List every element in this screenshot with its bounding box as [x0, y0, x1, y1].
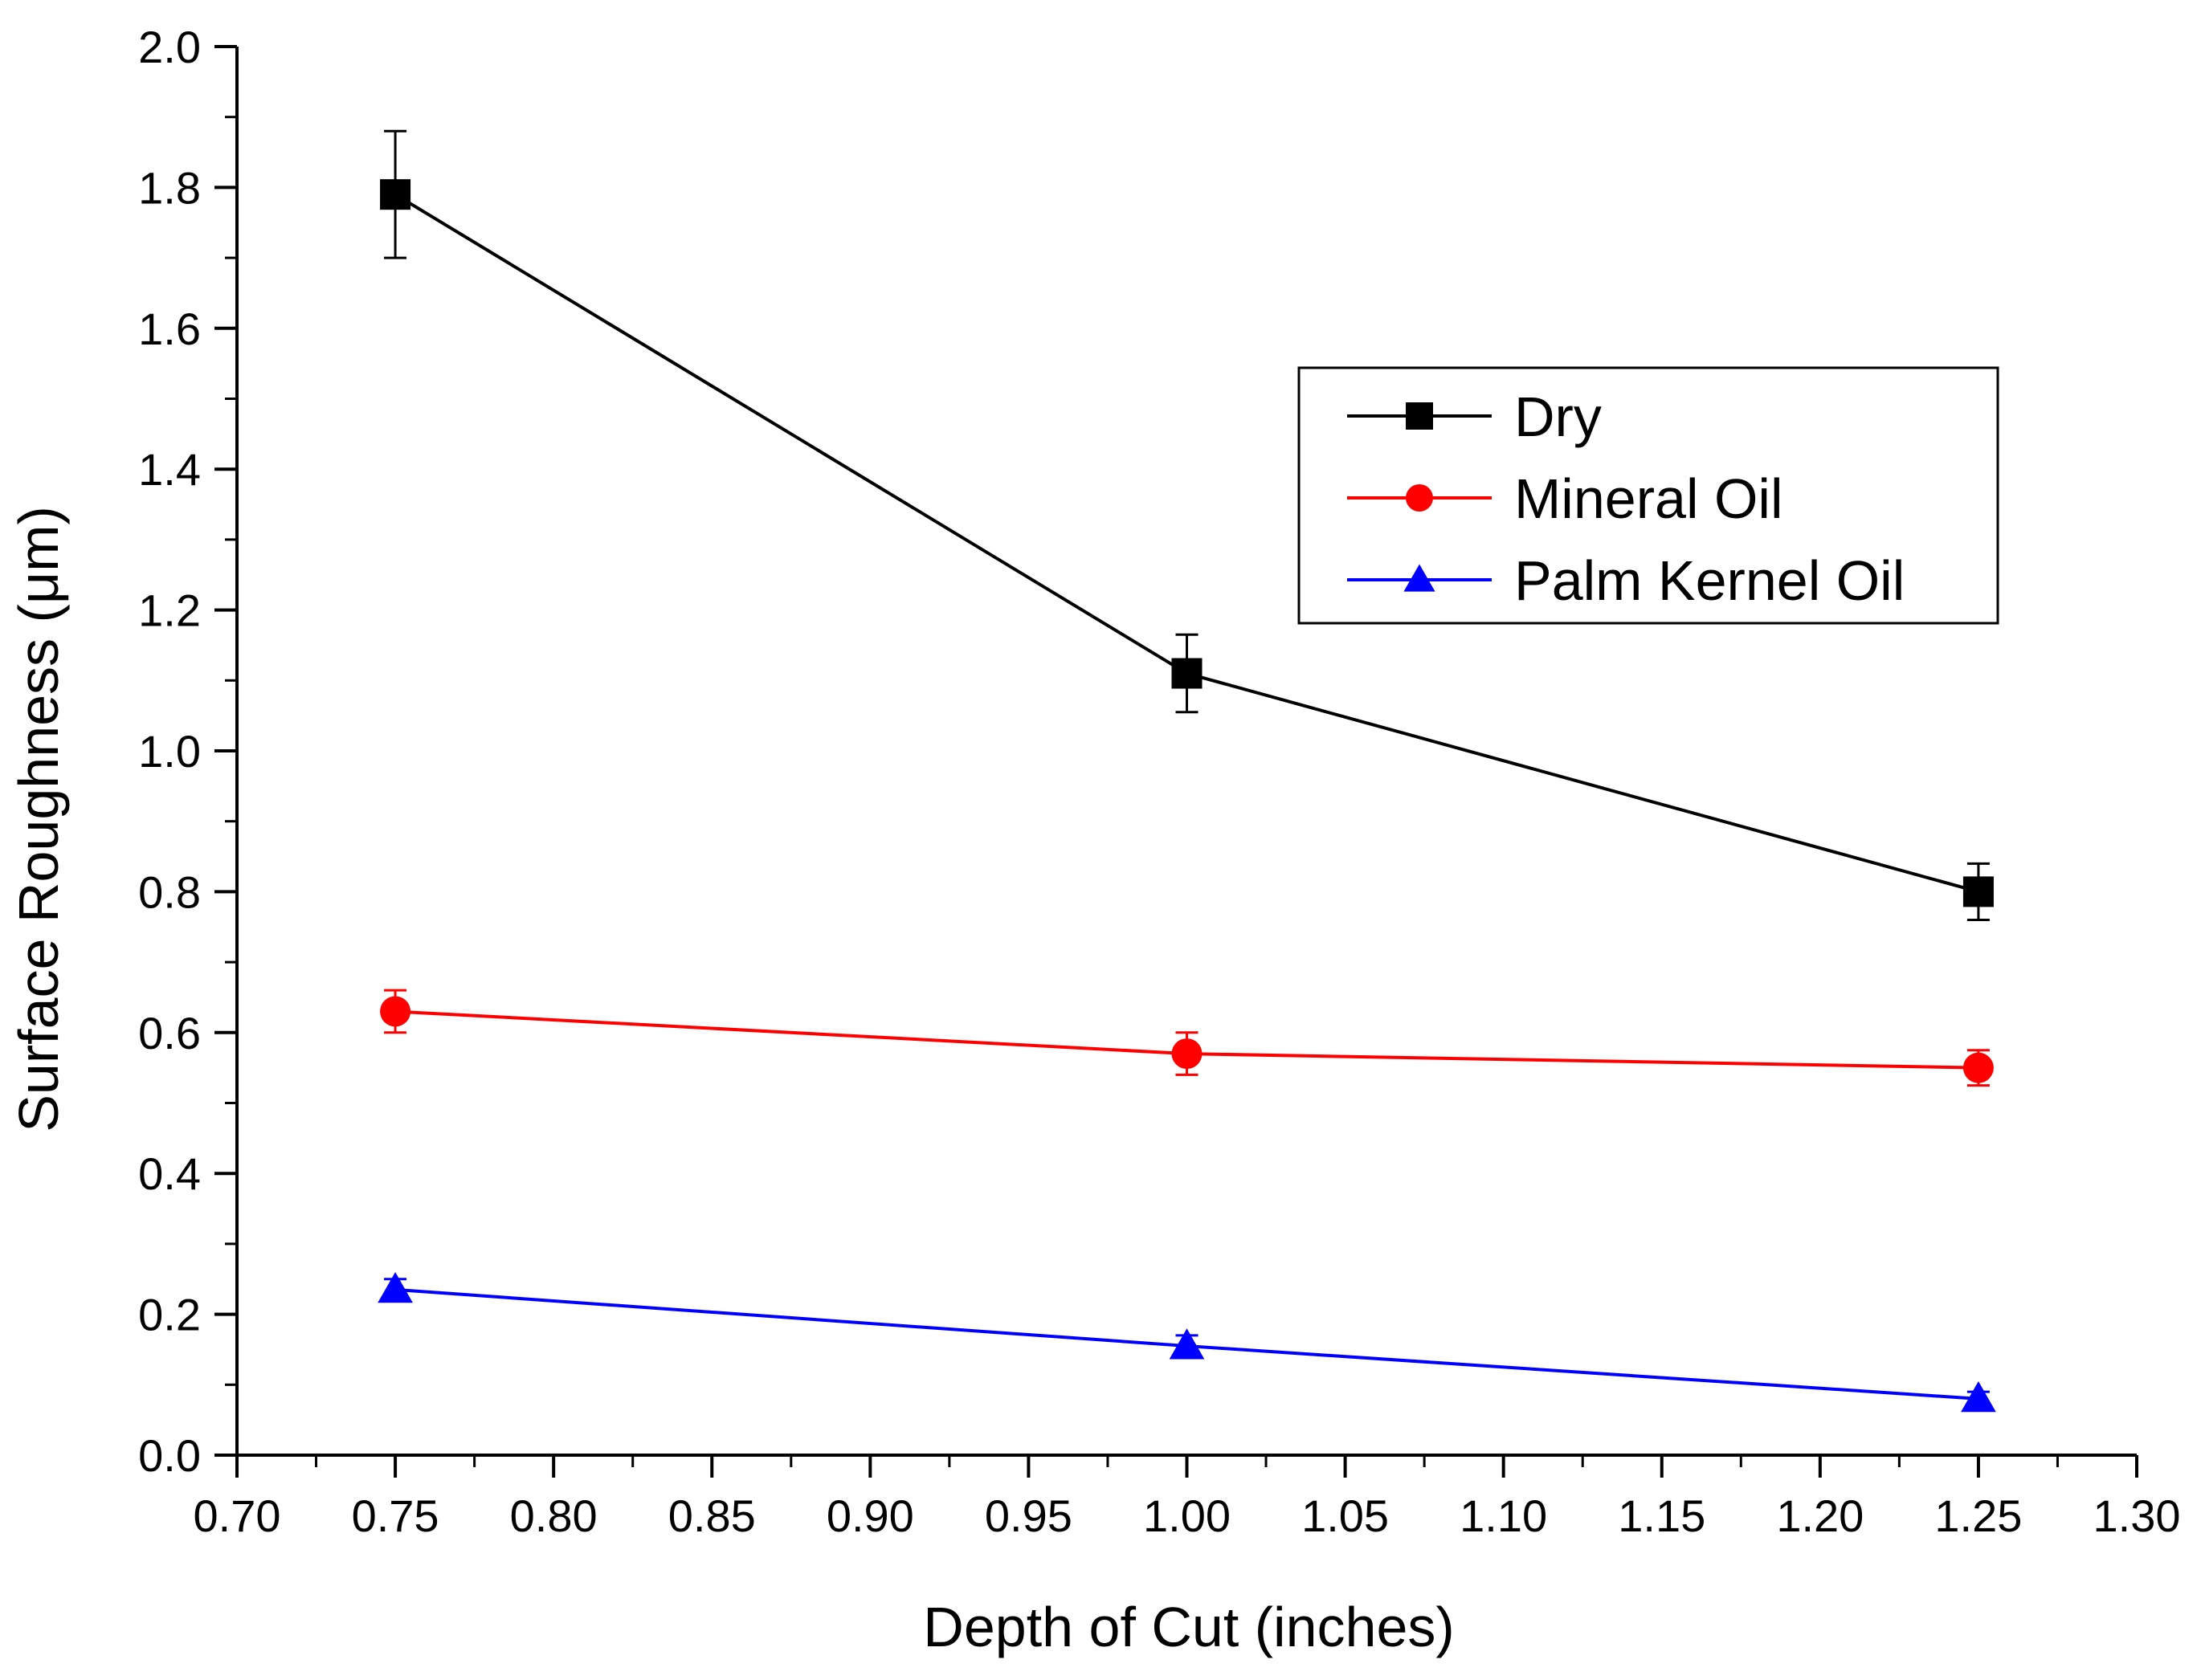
y-tick-label: 0.4 — [138, 1148, 201, 1199]
data-point — [380, 179, 411, 210]
x-tick-label: 1.05 — [1301, 1490, 1389, 1541]
data-point — [1962, 1052, 1994, 1083]
y-tick-label: 0.6 — [138, 1008, 201, 1058]
y-tick-label: 1.6 — [138, 304, 201, 354]
y-tick-label: 0.8 — [138, 867, 201, 917]
series-mineral-oil — [380, 989, 1994, 1087]
legend-label: Palm Kernel Oil — [1514, 549, 1905, 612]
x-tick-label: 1.30 — [2093, 1490, 2181, 1541]
legend: Dry Mineral Oil Palm Kernel Oil — [1297, 366, 1999, 625]
series-dry — [380, 129, 1994, 921]
legend-marker — [1403, 564, 1435, 592]
data-point — [1169, 1328, 1205, 1360]
axes: 0.70 0.75 0.80 0.85 0.90 0.95 1.00 1.05 1.10 1.15… — [138, 22, 2180, 1541]
legend-marker — [1406, 484, 1433, 512]
y-axis-title: Surface Roughness (μm) — [7, 506, 70, 1132]
y-tick-label: 2.0 — [138, 22, 201, 72]
data-point — [1171, 1038, 1203, 1070]
x-tick-label: 0.70 — [194, 1490, 281, 1541]
legend-label: Mineral Oil — [1514, 467, 1783, 530]
y-tick-label: 1.8 — [138, 162, 201, 213]
x-tick-label: 1.10 — [1460, 1490, 1547, 1541]
data-point — [1961, 1380, 1996, 1413]
y-tick-label: 0.2 — [138, 1290, 201, 1340]
x-axis-title: Depth of Cut (inches) — [923, 1596, 1454, 1658]
y-tick-label: 0.0 — [138, 1430, 201, 1481]
x-tick-label: 0.75 — [352, 1490, 439, 1541]
x-tick-label: 0.95 — [985, 1490, 1072, 1541]
data-point — [1171, 658, 1203, 689]
x-tick-label: 1.15 — [1618, 1490, 1705, 1541]
series-layer — [378, 129, 1996, 1413]
data-point — [380, 996, 411, 1027]
y-tick-label: 1.0 — [138, 726, 201, 777]
x-tick-label: 1.25 — [1934, 1490, 2022, 1541]
y-tick-label: 1.2 — [138, 585, 201, 636]
x-tick-label: 1.20 — [1776, 1490, 1864, 1541]
series-palm-kernel-oil — [378, 1272, 1996, 1413]
x-tick-label: 0.80 — [510, 1490, 598, 1541]
legend-marker — [1406, 402, 1433, 430]
data-point — [1962, 876, 1994, 907]
x-tick-label: 0.90 — [827, 1490, 914, 1541]
y-tick-label: 1.4 — [138, 444, 201, 495]
legend-label: Dry — [1514, 385, 1602, 448]
data-point — [378, 1272, 413, 1303]
x-tick-label: 1.00 — [1143, 1490, 1231, 1541]
x-tick-label: 0.85 — [668, 1490, 756, 1541]
